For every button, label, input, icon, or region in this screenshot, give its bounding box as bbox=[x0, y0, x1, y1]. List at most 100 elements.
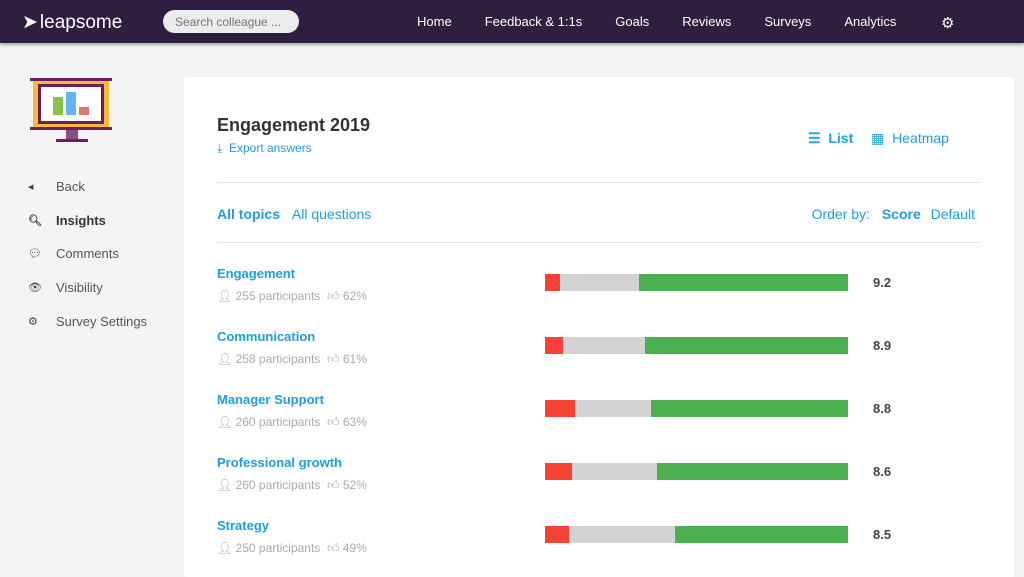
list-view-button[interactable]: ☰ List bbox=[808, 130, 853, 146]
bar-neutral bbox=[560, 274, 639, 291]
bar-neutral bbox=[569, 526, 676, 543]
nav-surveys[interactable]: Surveys bbox=[764, 14, 812, 29]
gear-icon: ⚙ bbox=[28, 316, 38, 328]
bar-negative bbox=[545, 337, 564, 354]
settings-gear-icon[interactable]: ⚙ bbox=[941, 15, 955, 32]
search-icon: 🔍︎ bbox=[28, 215, 42, 227]
caret-left-icon: ◂ bbox=[28, 181, 34, 193]
favorable-percent: 61% bbox=[342, 352, 367, 366]
topic-name[interactable]: Strategy bbox=[217, 518, 270, 533]
divider bbox=[217, 242, 980, 243]
thumbs-up-icon: 👍︎ bbox=[326, 478, 340, 492]
search-input[interactable] bbox=[163, 10, 299, 33]
distribution-bar bbox=[545, 400, 848, 417]
export-answers-link[interactable]: ⤓ Export answers bbox=[217, 141, 312, 156]
list-label: List bbox=[828, 130, 854, 146]
topic-meta: 👤︎ 260 participants 👍︎ 63% bbox=[217, 415, 367, 430]
topic-name[interactable]: Communication bbox=[217, 329, 316, 344]
page-title: Engagement 2019 bbox=[217, 115, 371, 135]
bar-negative bbox=[545, 463, 573, 480]
divider bbox=[217, 182, 980, 183]
user-icon: 👤︎ bbox=[217, 352, 233, 366]
brand-logo[interactable]: ➤ leapsome bbox=[22, 11, 122, 34]
distribution-bar bbox=[545, 463, 848, 480]
distribution-bar bbox=[545, 274, 848, 291]
eye-slash-icon: 👁︎ bbox=[28, 282, 42, 294]
topic-score: 8.9 bbox=[873, 338, 892, 353]
topic-meta: 👤︎ 255 participants 👍︎ 62% bbox=[217, 289, 367, 304]
topic-row: Communication 👤︎ 258 participants 👍︎ 61%… bbox=[217, 329, 980, 379]
sidebar-label: Survey Settings bbox=[56, 314, 148, 329]
bar-positive bbox=[651, 400, 848, 417]
participants-count: 250 participants bbox=[235, 541, 321, 555]
nav-goals[interactable]: Goals bbox=[615, 14, 650, 29]
participants-count: 260 participants bbox=[235, 478, 321, 492]
nav-analytics[interactable]: Analytics bbox=[844, 14, 897, 29]
thumbs-up-icon: 👍︎ bbox=[326, 289, 340, 303]
nav-reviews[interactable]: Reviews bbox=[682, 14, 732, 29]
topic-name[interactable]: Engagement bbox=[217, 266, 296, 281]
order-by-label: Order by: bbox=[811, 206, 870, 222]
user-icon: 👤︎ bbox=[217, 415, 233, 429]
brand-name: leapsome bbox=[39, 11, 123, 33]
nav-feedback[interactable]: Feedback & 1:1s bbox=[484, 14, 583, 29]
comments-icon: 💬︎ bbox=[28, 248, 42, 260]
user-icon: 👤︎ bbox=[217, 478, 233, 492]
topic-score: 8.5 bbox=[873, 527, 892, 542]
grid-icon: ▦ bbox=[871, 130, 885, 146]
order-default-button[interactable]: Default bbox=[930, 206, 975, 222]
bar-neutral bbox=[575, 400, 652, 417]
list-icon: ☰ bbox=[808, 130, 821, 146]
topic-name[interactable]: Professional growth bbox=[217, 455, 342, 470]
sidebar-item-back[interactable]: ◂ Back bbox=[28, 179, 85, 194]
participants-count: 258 participants bbox=[235, 352, 321, 366]
topic-row: Strategy 👤︎ 250 participants 👍︎ 49% 8.5 bbox=[217, 518, 980, 568]
export-label: Export answers bbox=[228, 141, 312, 155]
topic-row: Manager Support 👤︎ 260 participants 👍︎ 6… bbox=[217, 392, 980, 442]
favorable-percent: 62% bbox=[342, 289, 367, 303]
favorable-percent: 49% bbox=[342, 541, 367, 555]
bar-positive bbox=[657, 463, 848, 480]
sidebar-label: Visibility bbox=[56, 280, 103, 295]
heatmap-view-button[interactable]: ▦ Heatmap bbox=[871, 130, 949, 146]
topic-row: Professional growth 👤︎ 260 participants … bbox=[217, 455, 980, 505]
sidebar-item-insights[interactable]: 🔍︎ Insights bbox=[28, 213, 106, 228]
sidebar-label: Back bbox=[56, 179, 85, 194]
topic-score: 8.8 bbox=[873, 401, 892, 416]
topic-name[interactable]: Manager Support bbox=[217, 392, 324, 407]
topic-score: 8.6 bbox=[873, 464, 892, 479]
distribution-bar bbox=[545, 337, 848, 354]
sidebar-label: Comments bbox=[56, 246, 119, 261]
bar-positive bbox=[675, 526, 848, 543]
participants-count: 255 participants bbox=[235, 289, 321, 303]
nav-home[interactable]: Home bbox=[417, 14, 452, 29]
bar-negative bbox=[545, 526, 570, 543]
bar-negative bbox=[545, 400, 576, 417]
topic-meta: 👤︎ 250 participants 👍︎ 49% bbox=[217, 541, 367, 556]
survey-illustration-icon bbox=[30, 78, 112, 142]
thumbs-up-icon: 👍︎ bbox=[326, 541, 340, 555]
topic-score: 9.2 bbox=[873, 275, 892, 290]
top-nav: ➤leapsome Home Feedback & 1:1s Goals Rev… bbox=[0, 0, 1024, 43]
tab-all-topics[interactable]: All topics bbox=[217, 206, 281, 222]
distribution-bar bbox=[545, 526, 848, 543]
sidebar-item-comments[interactable]: 💬︎ Comments bbox=[28, 246, 119, 261]
participants-count: 260 participants bbox=[235, 415, 321, 429]
download-icon: ⤓ bbox=[217, 141, 223, 155]
order-score-button[interactable]: Score bbox=[881, 206, 921, 222]
sidebar-item-survey-settings[interactable]: ⚙ Survey Settings bbox=[28, 314, 147, 329]
sidebar-label: Insights bbox=[56, 213, 106, 228]
user-icon: 👤︎ bbox=[217, 541, 233, 555]
tab-all-questions[interactable]: All questions bbox=[291, 206, 372, 222]
thumbs-up-icon: 👍︎ bbox=[326, 352, 340, 366]
thumbs-up-icon: 👍︎ bbox=[326, 415, 340, 429]
bar-positive bbox=[644, 337, 848, 354]
sidebar-item-visibility[interactable]: 👁︎ Visibility bbox=[28, 280, 103, 295]
favorable-percent: 52% bbox=[342, 478, 367, 492]
favorable-percent: 63% bbox=[342, 415, 367, 429]
topic-meta: 👤︎ 258 participants 👍︎ 61% bbox=[217, 352, 367, 367]
topic-meta: 👤︎ 260 participants 👍︎ 52% bbox=[217, 478, 367, 493]
bar-neutral bbox=[572, 463, 658, 480]
bar-positive bbox=[638, 274, 848, 291]
bird-icon: ➤ bbox=[22, 12, 38, 33]
